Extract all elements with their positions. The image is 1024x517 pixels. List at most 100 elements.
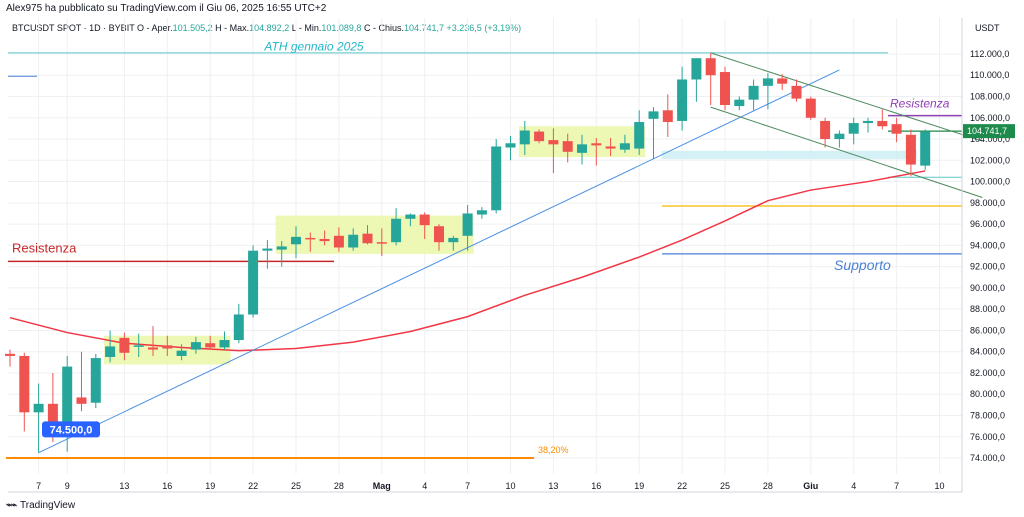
channel-lower [710, 106, 983, 198]
candle-body [448, 237, 459, 243]
y-tick-label: 108.000,0 [970, 91, 1010, 101]
publisher-line: Alex975 ha pubblicato su TradingView.com… [6, 3, 327, 14]
candle-body [705, 58, 716, 76]
candle-body [105, 346, 116, 358]
tradingview-logo[interactable]: ⌁⌁ TradingView [6, 500, 75, 511]
resistance-right-label: Resistenza [890, 97, 950, 111]
candle-body [634, 122, 645, 149]
candle-body [791, 85, 802, 99]
x-tick-label: 28 [334, 481, 344, 491]
open-value: 101.505,2 [172, 23, 213, 33]
candle-body [190, 342, 201, 350]
last-price-badge [963, 124, 1015, 139]
candle-body [777, 78, 788, 84]
candle-body [362, 233, 373, 244]
x-tick-label: 22 [677, 481, 687, 491]
candle-body [877, 120, 888, 127]
x-tick-label: 10 [505, 481, 515, 491]
candle-body [748, 85, 759, 100]
candle-body [276, 246, 287, 250]
candle-body [47, 403, 58, 435]
candle-body [677, 79, 688, 121]
x-tick-label: 25 [720, 481, 730, 491]
trendline [38, 69, 840, 454]
close-label: C - Chius. [363, 23, 404, 33]
candle-body [534, 131, 545, 142]
candle-body [419, 214, 430, 226]
start-price-badge [42, 421, 100, 438]
horizontal-levels [6, 52, 962, 460]
candle-body [19, 355, 30, 413]
candle-body [176, 350, 187, 356]
y-tick-label: 100.000,0 [970, 177, 1010, 187]
last-price-label: 104.741,7 [967, 126, 1007, 136]
candle-body [233, 314, 244, 341]
x-tick-label: 19 [634, 481, 644, 491]
channel-upper [710, 52, 983, 142]
candle-body [519, 130, 530, 145]
y-tick-label: 112.000,0 [970, 49, 1009, 59]
price-axis: USDT 74.000,0 76.000,0 78.000,0 80.000,0 82.0… [961, 18, 1015, 492]
y-tick-label: 92.000,0 [970, 262, 1005, 272]
x-tick-label: 19 [205, 481, 215, 491]
y-tick-label: 102.000,0 [970, 155, 1010, 165]
candle-body [5, 353, 15, 356]
x-tick-label: 16 [162, 481, 172, 491]
candle-body [248, 250, 259, 315]
candle-body [491, 146, 502, 211]
x-tick-label: 25 [291, 481, 301, 491]
candle-body [905, 134, 916, 165]
candle-body [691, 58, 702, 80]
candle-body [162, 345, 173, 349]
x-tick-label: 10 [934, 481, 944, 491]
trend-lines [38, 52, 983, 454]
close-value: 104.741,7 [403, 23, 445, 33]
grid [8, 18, 962, 474]
candle-body [891, 124, 902, 134]
candle-body [405, 214, 416, 219]
candle-body [820, 120, 831, 140]
y-tick-label: 98.000,0 [970, 198, 1005, 208]
candle-body [119, 337, 130, 353]
x-tick-label: 4 [851, 481, 856, 491]
y-tick-label: 78.000,0 [970, 411, 1005, 421]
x-tick-label: 16 [591, 481, 601, 491]
candle-body [562, 141, 573, 152]
candles [5, 52, 931, 453]
candle-body [319, 238, 330, 242]
y-tick-label: 90.000,0 [970, 283, 1005, 293]
candle-body [762, 78, 773, 86]
y-tick-label: 82.000,0 [970, 368, 1005, 378]
tv-logo-icon: ⌁⌁ [6, 500, 17, 511]
x-tick-label: 9 [65, 481, 70, 491]
candle-body [720, 72, 730, 105]
symbol-line[interactable]: BTCUSDT SPOT · 1D · BYBIT [12, 23, 135, 33]
candle-body [805, 98, 816, 118]
candle-body [462, 213, 473, 236]
candle-body [619, 143, 630, 150]
candle-body [605, 146, 616, 149]
low-value: 101.089,8 [321, 23, 362, 33]
candle-body [734, 99, 745, 107]
candle-body [577, 144, 587, 153]
start-price-label: 74.500,0 [50, 424, 93, 436]
candle-body [90, 358, 101, 403]
resistance-left-label: Resistenza [12, 240, 77, 255]
y-tick-label: 74.000,0 [970, 453, 1005, 463]
candle-body [62, 366, 73, 434]
candle-body [834, 133, 845, 140]
support-label: Supporto [834, 257, 891, 273]
axis-currency: USDT [975, 23, 1000, 33]
open-label: O - Aper. [137, 23, 173, 33]
x-tick-label: Giu [803, 481, 818, 491]
y-tick-label: 84.000,0 [970, 347, 1005, 357]
x-tick-label: 28 [763, 481, 773, 491]
annotation-labels: ATH gennaio 2025 Resistenza Resistenza Supp… [12, 40, 950, 456]
y-tick-label: 76.000,0 [970, 432, 1005, 442]
x-tick-label: 13 [119, 481, 129, 491]
y-tick-label: 80.000,0 [970, 389, 1005, 399]
candle-body [333, 235, 344, 248]
candle-body [848, 123, 859, 134]
